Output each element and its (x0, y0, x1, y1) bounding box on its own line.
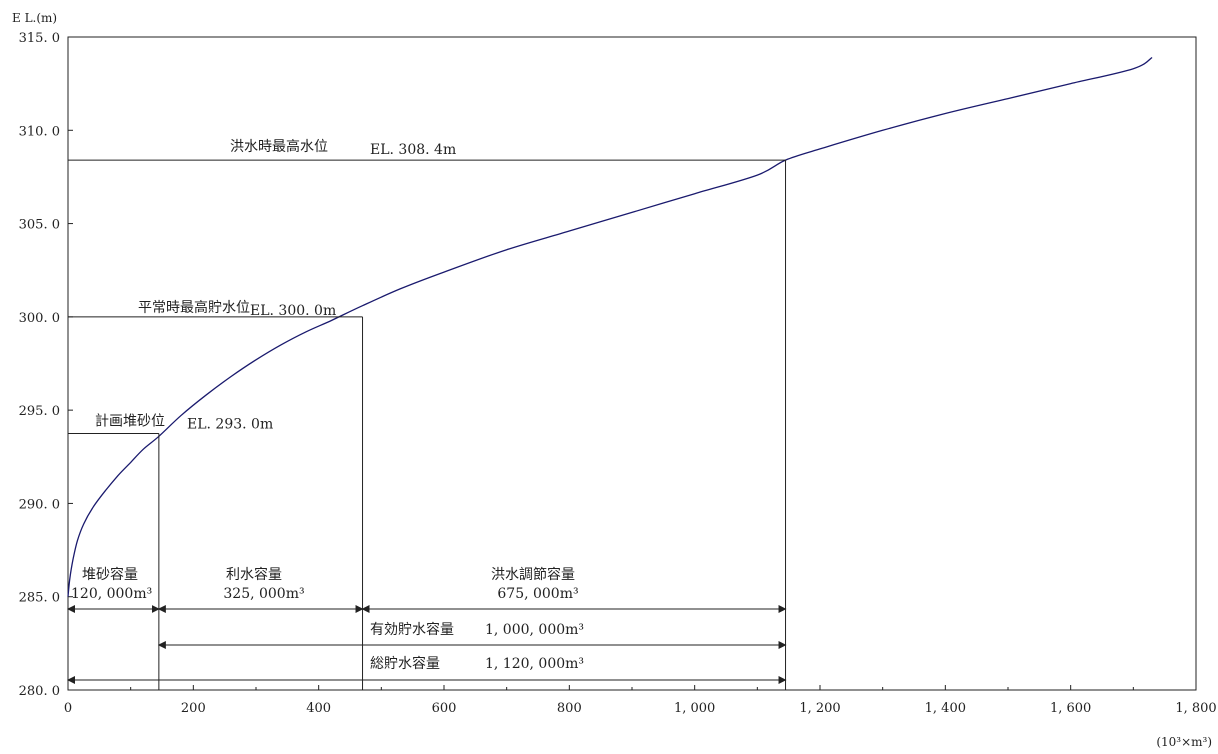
x-tick-label: 600 (432, 701, 457, 716)
x-tick-label: 1, 000 (674, 701, 715, 716)
capacity-label: 洪水調節容量 (491, 566, 575, 583)
y-tick-label: 295. 0 (19, 404, 60, 419)
x-tick-label: 0 (64, 701, 72, 716)
capacity-value-label: 120, 000m³ (71, 586, 152, 602)
y-tick-label: 305. 0 (19, 218, 60, 233)
y-tick-label: 310. 0 (19, 124, 60, 139)
capacity-value-label: 1, 000, 000m³ (485, 622, 584, 638)
x-axis-unit-label: (10³×m³) (1156, 735, 1212, 749)
capacity-value-label: 1, 120, 000m³ (485, 656, 584, 672)
y-tick-label: 290. 0 (19, 497, 60, 512)
level-value-label: EL. 300. 0m (250, 303, 336, 319)
y-tick-label: 280. 0 (19, 684, 60, 699)
x-tick-label: 800 (557, 701, 582, 716)
capacity-value-label: 325, 000m³ (223, 586, 304, 602)
level-label: 計画堆砂位 (95, 413, 165, 429)
level-value-label: EL. 308. 4m (370, 142, 456, 158)
capacity-value-label: 675, 000m³ (497, 586, 578, 602)
capacity-curve (67, 56, 1153, 597)
x-tick-label: 1, 600 (1050, 701, 1091, 716)
capacity-label: 利水容量 (226, 566, 282, 583)
level-label: 平常時最高貯水位 (138, 299, 250, 316)
y-tick-label: 315. 0 (19, 31, 60, 46)
x-tick-label: 1, 400 (925, 701, 966, 716)
x-tick-label: 1, 800 (1175, 701, 1216, 716)
y-axis-label: E L.(m) (12, 11, 57, 25)
level-value-label: EL. 293. 0m (187, 416, 273, 432)
y-tick-label: 300. 0 (19, 311, 60, 326)
x-tick-label: 400 (306, 701, 331, 716)
capacity-label: 総貯水容量 (370, 655, 440, 672)
x-tick-label: 1, 200 (799, 701, 840, 716)
capacity-label: 堆砂容量 (82, 566, 138, 583)
y-tick-label: 285. 0 (19, 591, 60, 606)
level-label: 洪水時最高水位 (230, 138, 328, 155)
x-tick-label: 200 (181, 701, 206, 716)
capacity-label: 有効貯水容量 (370, 621, 454, 638)
